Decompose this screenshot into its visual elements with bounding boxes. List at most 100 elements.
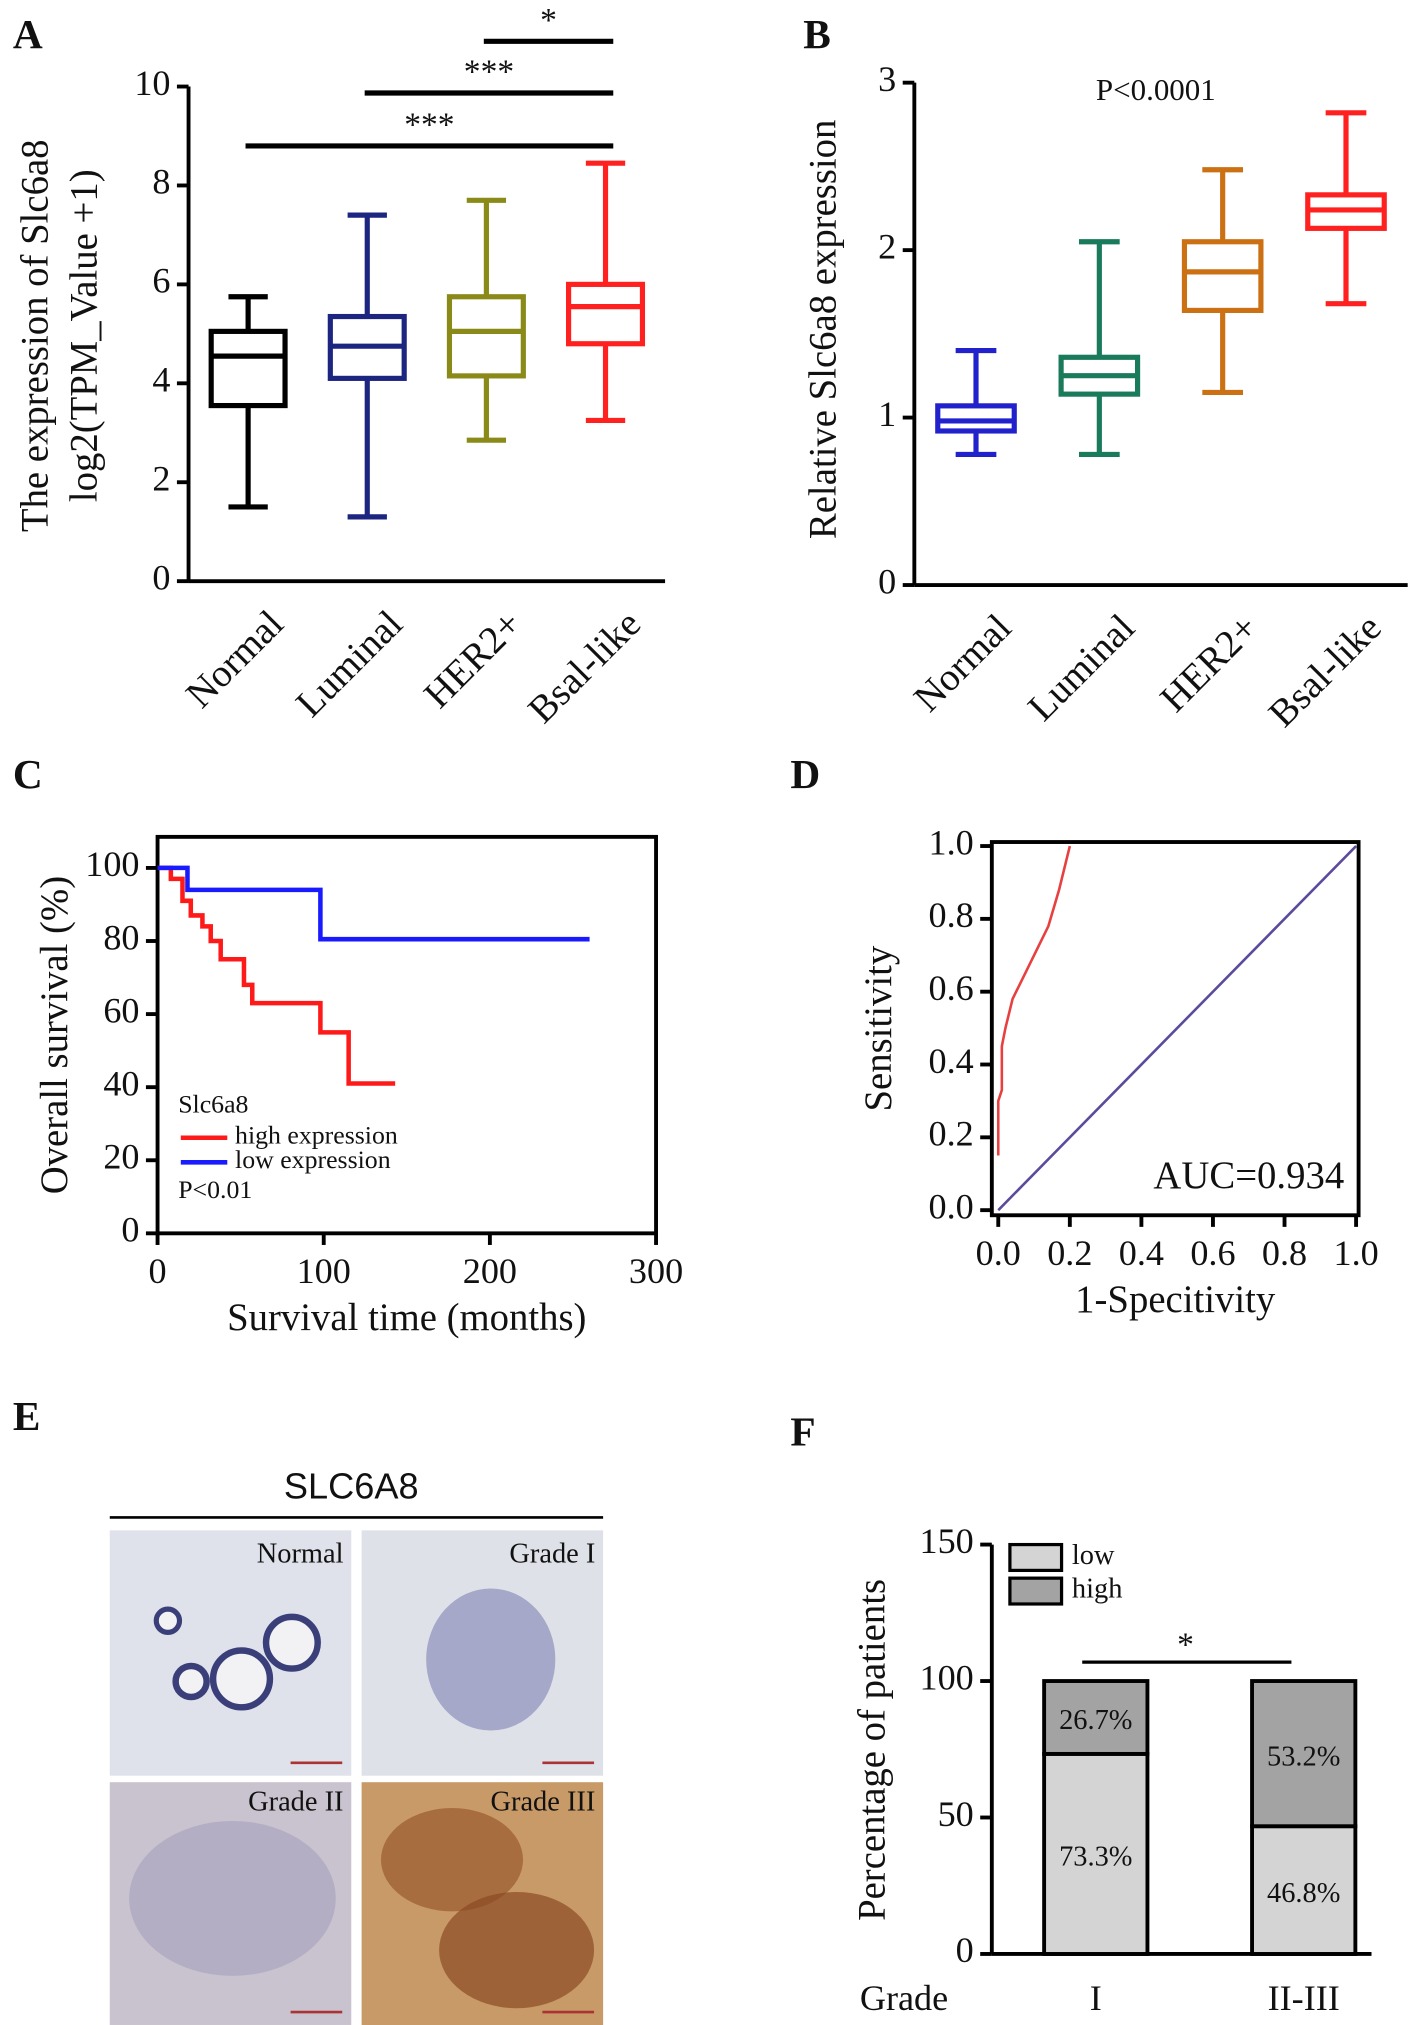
significance-label: * — [1177, 1627, 1194, 1664]
x-tick-label: HER2+ — [416, 602, 530, 716]
duct — [262, 1613, 321, 1672]
panel-label: E — [13, 1393, 41, 1439]
y-tick-label: 100 — [920, 1657, 974, 1697]
y-axis-label: Overall survival (%) — [33, 876, 76, 1194]
x-tick-label: 0 — [149, 1251, 167, 1291]
x-axis-label: 1-Specitivity — [1075, 1278, 1276, 1321]
image-label: Normal — [257, 1539, 344, 1570]
x-tick-label: Bsal-like — [1260, 606, 1389, 735]
image-title: SLC6A8 — [284, 1466, 419, 1507]
duct — [209, 1647, 274, 1711]
series-line — [996, 845, 1072, 1156]
x-tick-label: 1.0 — [1333, 1233, 1378, 1273]
legend-label: low — [1072, 1540, 1115, 1571]
bar-segment — [1042, 1751, 1150, 1956]
plot-frame — [989, 840, 1361, 1218]
x-tick-label: 200 — [463, 1251, 517, 1291]
y-tick-label: 0 — [121, 1210, 139, 1250]
x-tick-label: 100 — [297, 1251, 351, 1291]
y-tick-label: 20 — [103, 1137, 139, 1177]
value-label: 53.2% — [1267, 1741, 1340, 1772]
value-label: 46.8% — [1267, 1878, 1340, 1909]
legend-swatch — [1008, 1576, 1064, 1606]
bar-segment — [1042, 1679, 1150, 1756]
y-tick-label: 1.0 — [929, 822, 974, 862]
y-tick-label: 6 — [152, 261, 170, 301]
y-tick-label: 150 — [920, 1521, 974, 1561]
x-tick-label: HER2+ — [1152, 606, 1266, 720]
y-tick-label: 2 — [878, 226, 896, 266]
tissue — [426, 1588, 556, 1731]
legend-label: high expression — [235, 1121, 398, 1150]
legend-label: high — [1072, 1574, 1123, 1605]
y-axis-label: Percentage of patients — [850, 1579, 893, 1921]
y-axis-label: The expression of Slc6a8 — [14, 139, 57, 532]
x-tick-label: 300 — [629, 1251, 683, 1291]
series-line — [157, 865, 396, 1086]
tissue — [129, 1820, 336, 1976]
significance-label: *** — [404, 107, 454, 144]
tissue — [380, 1808, 524, 1912]
y-tick-label: 80 — [103, 917, 139, 957]
x-tick-label: II-III — [1268, 1978, 1340, 2018]
legend-title: Slc6a8 — [178, 1090, 248, 1119]
y-tick-label: 60 — [103, 990, 139, 1030]
annotation: AUC=0.934 — [1153, 1154, 1344, 1197]
x-tick-label: I — [1090, 1978, 1102, 2018]
y-tick-label: 0.4 — [929, 1041, 974, 1081]
series-line — [157, 865, 590, 942]
significance-label: *** — [464, 54, 514, 91]
x-tick-label: Normal — [178, 602, 292, 716]
y-tick-label: 0 — [152, 557, 170, 597]
box — [208, 328, 288, 409]
tissue — [439, 1891, 595, 2009]
legend-label: low expression — [235, 1145, 391, 1174]
image-label: Grade II — [248, 1787, 343, 1818]
annotation: P<0.01 — [178, 1175, 252, 1204]
panel-label: D — [790, 751, 820, 797]
y-tick-label: 0 — [956, 1930, 974, 1970]
panel-label: F — [790, 1409, 815, 1455]
y-tick-label: 8 — [152, 162, 170, 202]
y-tick-label: 100 — [85, 844, 139, 884]
y-axis-label: Relative Slc6a8 expression — [801, 120, 844, 540]
y-tick-label: 1 — [878, 394, 896, 434]
y-tick-label: 0.8 — [929, 895, 974, 935]
x-tick-label: Luminal — [1020, 606, 1143, 729]
image-label: Grade I — [509, 1539, 595, 1570]
significance-label: * — [540, 2, 557, 39]
x-tick-label: 0.6 — [1190, 1233, 1235, 1273]
y-tick-label: 2 — [152, 459, 170, 499]
legend-swatch — [1008, 1542, 1064, 1573]
y-tick-label: 4 — [152, 360, 170, 400]
y-tick-label: 0.6 — [929, 968, 974, 1008]
x-tick-label: 0.2 — [1047, 1233, 1092, 1273]
image-label: Grade III — [490, 1787, 595, 1818]
y-axis-label: log2(TPM_Value +1) — [63, 169, 106, 502]
x-tick-label: Luminal — [288, 602, 411, 725]
y-tick-label: 0 — [878, 561, 896, 601]
annotation: P<0.0001 — [1096, 72, 1216, 107]
y-tick-label: 0.0 — [929, 1186, 974, 1226]
box — [566, 281, 646, 347]
series-line — [997, 845, 1358, 1212]
x-tick-label: Normal — [906, 606, 1020, 720]
bar-segment — [1250, 1679, 1358, 1829]
y-axis-label: Sensitivity — [857, 945, 900, 1111]
x-tick-label: 0.8 — [1262, 1233, 1307, 1273]
duct — [153, 1606, 183, 1635]
x-axis-label: Grade — [860, 1978, 948, 2018]
y-tick-label: 40 — [103, 1063, 139, 1103]
box — [446, 294, 526, 379]
y-tick-label: 3 — [878, 59, 896, 99]
x-tick-label: Bsal-like — [520, 602, 649, 731]
y-tick-label: 0.2 — [929, 1114, 974, 1154]
plot-frame — [155, 834, 658, 1236]
image-panel: SLC6A8 Normal Grade I Grade II Grade III — [109, 1466, 604, 2025]
x-tick-label: 0.0 — [976, 1233, 1021, 1273]
box — [1181, 239, 1264, 313]
duct — [172, 1662, 210, 1701]
panel-label: A — [13, 11, 43, 57]
y-tick-label: 10 — [134, 63, 170, 103]
